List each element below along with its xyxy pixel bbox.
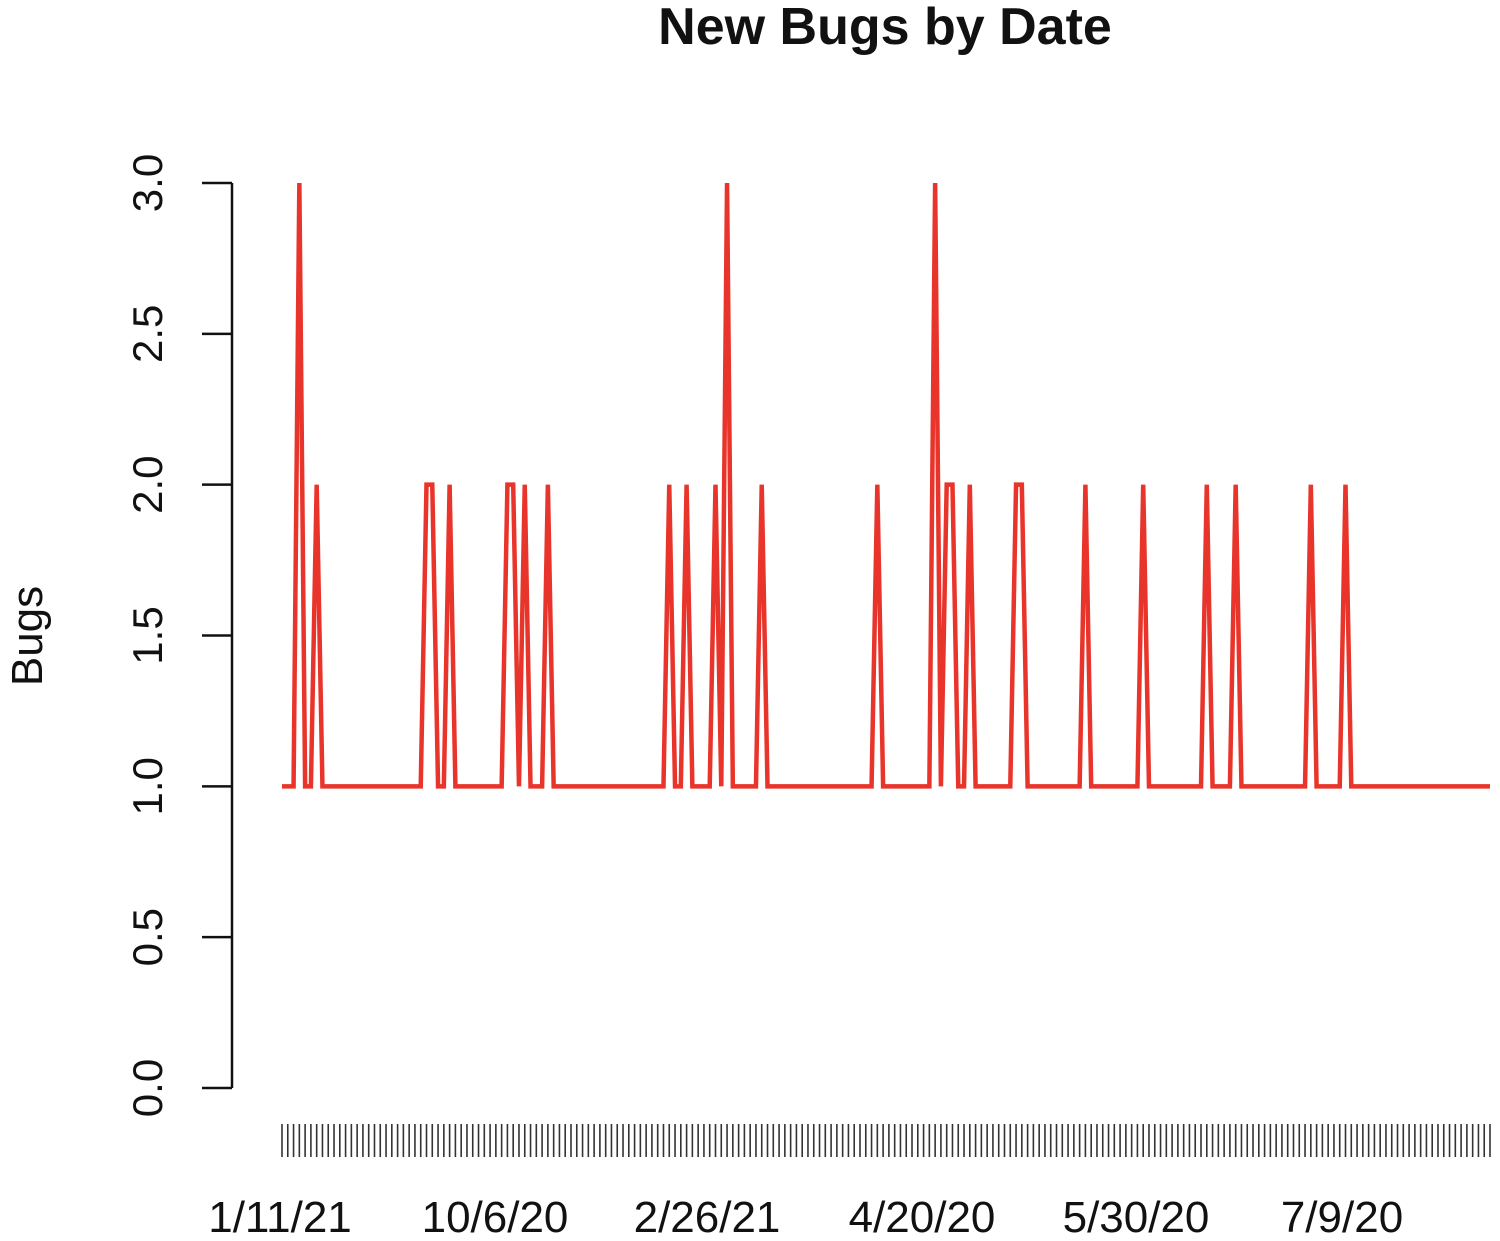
- x-axis: 1/11/21 10/6/20 2/26/21 4/20/20 5/30/20 7/9/2…: [208, 1124, 1491, 1241]
- x-tick-label: 5/30/20: [1063, 1193, 1210, 1241]
- y-tick-label: 0.0: [124, 1059, 171, 1117]
- x-tick-label: 7/9/20: [1281, 1193, 1403, 1241]
- chart-title: New Bugs by Date: [658, 0, 1112, 56]
- y-tick-label: 0.5: [124, 908, 171, 966]
- series-line: [282, 182, 1490, 789]
- y-tick-label: 2.0: [124, 455, 171, 513]
- y-tick-label: 1.0: [124, 757, 171, 815]
- y-tick-label: 3.0: [124, 154, 171, 212]
- y-tick-label: 2.5: [124, 305, 171, 363]
- y-tick-label: 1.5: [124, 606, 171, 664]
- x-tick-label: 4/20/20: [849, 1193, 996, 1241]
- series-group: [282, 182, 1490, 789]
- x-tick-label: 2/26/21: [634, 1193, 781, 1241]
- y-axis-label: Bugs: [3, 586, 52, 686]
- x-tick-label: 1/11/21: [208, 1193, 352, 1241]
- x-tick-label: 10/6/20: [422, 1193, 569, 1241]
- y-axis: 0.0 0.5 1.0 1.5 2.0 2.5 3.0: [124, 154, 234, 1117]
